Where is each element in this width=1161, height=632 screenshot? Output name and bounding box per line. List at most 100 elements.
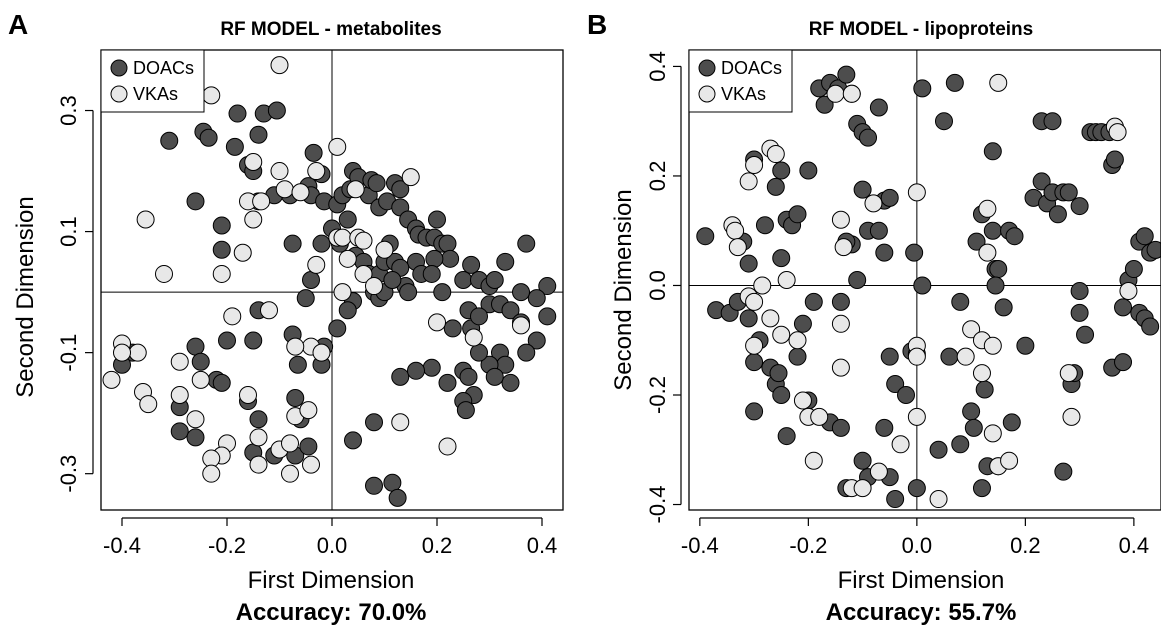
point-doacs	[501, 373, 520, 392]
point-doacs	[538, 277, 557, 296]
point-doacs	[831, 292, 850, 311]
panel-b: B RF MODEL - lipoproteins DOACs VKAs -0.…	[581, 0, 1161, 632]
x-tick-label: -0.2	[208, 533, 246, 558]
point-doacs	[186, 428, 205, 447]
point-doacs	[512, 283, 530, 302]
point-doacs	[267, 101, 286, 120]
point-vkas	[252, 192, 271, 211]
accuracy-label: Accuracy: 70.0%	[236, 599, 427, 626]
point-vkas	[291, 183, 310, 202]
point-vkas	[464, 328, 483, 347]
point-doacs	[777, 427, 796, 446]
point-doacs	[745, 402, 764, 421]
point-doacs	[365, 476, 383, 495]
point-vkas	[512, 316, 530, 335]
point-vkas	[244, 210, 263, 229]
point-doacs	[769, 364, 788, 383]
point-doacs	[399, 283, 418, 302]
point-doacs	[1032, 172, 1051, 191]
point-vkas	[1062, 407, 1081, 426]
point-vkas	[139, 395, 158, 414]
x-tick-label: -0.4	[103, 533, 141, 558]
chart-a-svg: A RF MODEL - metabolites DOACs VKAs -0.4…	[8, 9, 564, 626]
point-doacs	[905, 243, 924, 262]
point-doacs	[815, 95, 834, 114]
point-doacs	[286, 389, 305, 408]
point-doacs	[831, 418, 850, 437]
point-vkas	[260, 301, 278, 320]
point-vkas	[929, 490, 948, 509]
point-vkas	[281, 464, 299, 483]
point-doacs	[907, 479, 926, 498]
point-doacs	[296, 289, 315, 308]
point-doacs	[383, 473, 402, 492]
point-doacs	[986, 276, 1005, 295]
point-vkas	[864, 194, 883, 213]
point-doacs	[975, 380, 994, 399]
point-vkas	[834, 238, 853, 257]
point-vkas	[956, 347, 975, 366]
point-doacs	[772, 386, 791, 404]
point-doacs	[459, 367, 478, 386]
point-vkas	[853, 479, 872, 498]
chart-title: RF MODEL - metabolites	[220, 19, 441, 40]
point-vkas	[438, 437, 457, 456]
legend-label-doacs: DOACs	[721, 58, 782, 78]
legend-label-vkas: VKAs	[133, 84, 178, 104]
plot-frame	[100, 49, 564, 511]
point-vkas	[772, 325, 791, 344]
point-vkas	[1119, 281, 1138, 300]
x-tick-label: 0.4	[1119, 533, 1150, 558]
point-doacs	[739, 254, 758, 273]
panel-letter: B	[587, 9, 607, 40]
point-vkas	[978, 199, 997, 218]
point-vkas	[777, 271, 796, 289]
point-vkas	[354, 264, 373, 283]
point-vkas	[249, 455, 268, 474]
point-doacs	[934, 112, 953, 131]
panel-a: A RF MODEL - metabolites DOACs VKAs -0.4…	[0, 0, 580, 632]
point-doacs	[470, 307, 488, 326]
point-vkas	[739, 172, 758, 191]
y-axis-label: Second Dimension	[610, 189, 637, 390]
point-doacs	[929, 440, 948, 459]
point-vkas	[375, 240, 394, 259]
point-vkas	[299, 401, 318, 420]
point-vkas	[745, 292, 764, 311]
point-vkas	[761, 309, 780, 328]
point-vkas	[1108, 123, 1127, 142]
point-doacs	[391, 367, 410, 386]
point-vkas	[869, 462, 888, 481]
point-doacs	[1059, 183, 1078, 202]
x-axis: -0.4 -0.2 0.0 0.2 0.4	[103, 517, 557, 558]
point-vkas	[202, 449, 221, 468]
chart-title: RF MODEL - lipoproteins	[809, 19, 1033, 40]
point-doacs	[288, 355, 307, 374]
point-doacs	[527, 289, 546, 308]
point-vkas	[102, 370, 121, 389]
point-vkas	[810, 407, 829, 426]
point-doacs	[1076, 325, 1095, 344]
point-doacs	[338, 301, 357, 320]
y-axis-label: Second Dimension	[12, 196, 39, 397]
point-doacs	[249, 125, 268, 144]
point-vkas	[333, 228, 352, 247]
legend: DOACs VKAs	[688, 49, 793, 113]
point-vkas	[302, 455, 320, 474]
point-vkas	[223, 307, 242, 326]
y-tick-label: 0.0	[645, 270, 670, 301]
point-doacs	[1135, 227, 1154, 246]
point-vkas	[753, 276, 772, 295]
legend-dot-vkas	[698, 85, 716, 103]
legend-label-vkas: VKAs	[721, 84, 766, 104]
point-vkas	[155, 264, 173, 283]
y-tick-label: -0.1	[56, 334, 81, 372]
point-doacs	[940, 347, 959, 366]
point-doacs	[848, 271, 867, 289]
point-doacs	[962, 402, 981, 421]
point-vkas	[307, 255, 326, 274]
point-doacs	[745, 353, 764, 372]
point-doacs	[407, 361, 425, 380]
point-doacs	[804, 292, 823, 311]
point-vkas	[244, 152, 263, 171]
